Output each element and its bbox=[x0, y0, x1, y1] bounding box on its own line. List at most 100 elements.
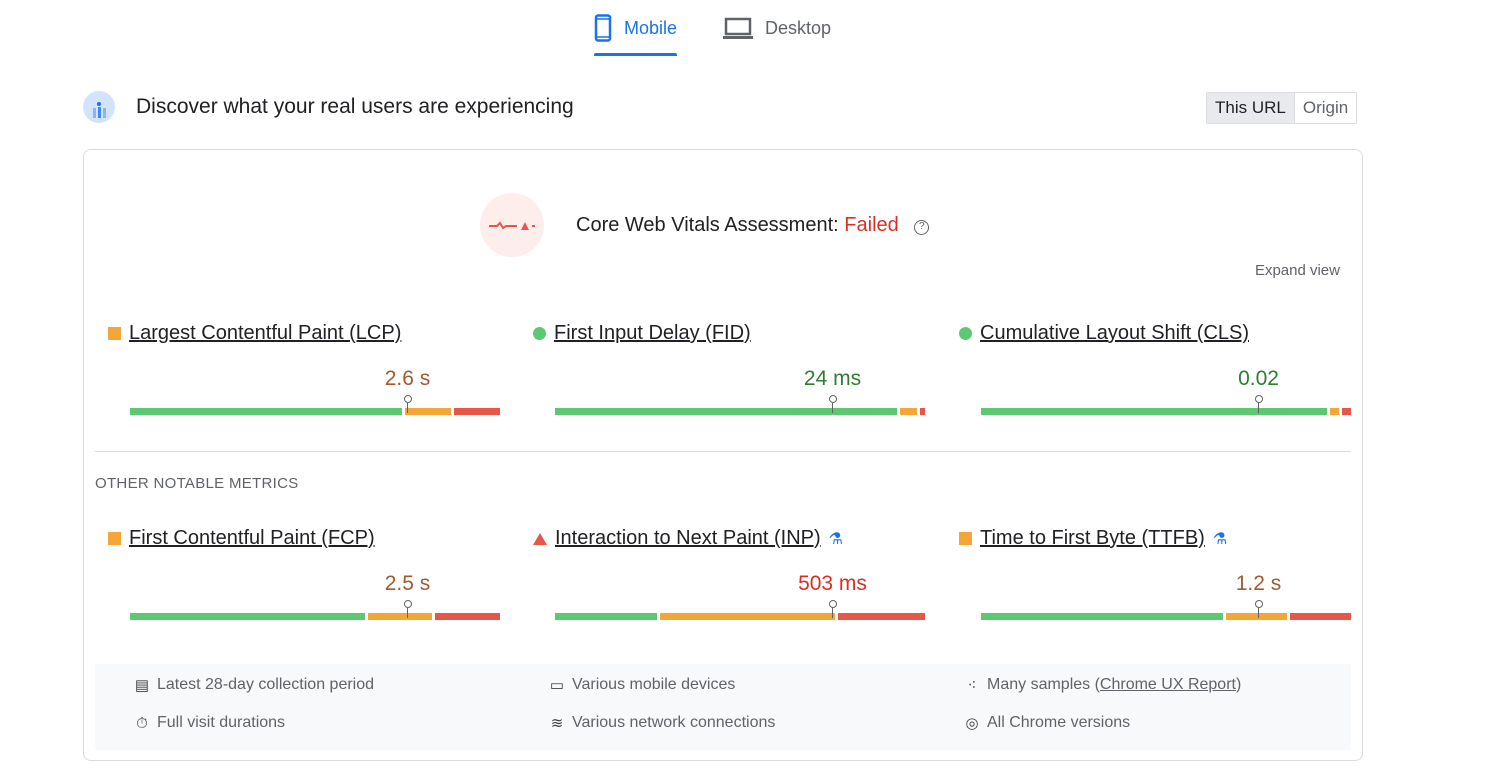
chrome-ux-report-link[interactable]: Chrome UX Report bbox=[1099, 676, 1236, 693]
divider bbox=[95, 451, 1351, 452]
metric-value: 0.02 bbox=[1238, 367, 1279, 390]
experimental-flask-icon: ⚗ bbox=[1212, 530, 1228, 548]
metric-2: Time to First Byte (TTFB) ⚗ 1.2 s bbox=[959, 527, 1351, 620]
needs-improvement-segment bbox=[659, 613, 836, 620]
distribution-bar bbox=[130, 600, 500, 620]
field-data-card: Core Web Vitals Assessment: Failed ? Exp… bbox=[83, 149, 1363, 761]
good-circle-icon bbox=[959, 327, 972, 340]
smartphone-icon bbox=[594, 14, 612, 42]
metric-link[interactable]: First Input Delay (FID) bbox=[554, 322, 751, 344]
info-chrome: ◎ All Chrome versions bbox=[963, 714, 1130, 732]
metric-value-row: 503 ms bbox=[555, 572, 925, 598]
chrome-icon: ◎ bbox=[965, 715, 979, 732]
toggle-this-url[interactable]: This URL bbox=[1207, 93, 1295, 123]
p75-marker bbox=[403, 395, 412, 415]
laptop-icon bbox=[723, 17, 754, 39]
tab-mobile[interactable]: Mobile bbox=[594, 0, 678, 56]
assessment-status: Failed bbox=[844, 213, 899, 236]
metric-1: First Input Delay (FID) 24 ms bbox=[533, 322, 925, 415]
needs-improvement-segment bbox=[1329, 408, 1339, 415]
poor-segment bbox=[1290, 613, 1351, 620]
metric-link[interactable]: Time to First Byte (TTFB) bbox=[980, 527, 1205, 549]
other-metrics-heading: OTHER NOTABLE METRICS bbox=[95, 475, 299, 492]
metric-link[interactable]: Largest Contentful Paint (LCP) bbox=[129, 322, 402, 344]
info-samples: ⁖ Many samples (Chrome UX Report) bbox=[963, 676, 1242, 694]
metric-title: First Input Delay (FID) bbox=[533, 322, 925, 345]
metric-title: Interaction to Next Paint (INP) ⚗ bbox=[533, 527, 925, 550]
metric-value-row: 24 ms bbox=[555, 367, 925, 393]
needs-improvement-segment bbox=[1226, 613, 1288, 620]
good-segment bbox=[555, 408, 898, 415]
metric-value: 2.6 s bbox=[384, 367, 431, 390]
metric-title: Time to First Byte (TTFB) ⚗ bbox=[959, 527, 1351, 550]
good-segment bbox=[555, 613, 657, 620]
needs-improvement-segment bbox=[900, 408, 917, 415]
good-segment bbox=[981, 408, 1327, 415]
samples-icon: ⁖ bbox=[967, 677, 977, 694]
metric-value-row: 2.5 s bbox=[130, 572, 500, 598]
poor-segment bbox=[1341, 408, 1351, 415]
toggle-origin[interactable]: Origin bbox=[1302, 98, 1349, 117]
info-period: ▤ Latest 28-day collection period bbox=[134, 676, 375, 694]
metric-title: Cumulative Layout Shift (CLS) bbox=[959, 322, 1351, 345]
tab-label: Desktop bbox=[765, 17, 832, 38]
cwv-assessment: Core Web Vitals Assessment: Failed ? bbox=[480, 193, 930, 257]
needs-improvement-square-icon bbox=[959, 532, 972, 545]
metric-1: Interaction to Next Paint (INP) ⚗ 503 ms bbox=[533, 527, 925, 620]
needs-improvement-segment bbox=[367, 613, 433, 620]
metric-0: First Contentful Paint (FCP) 2.5 s bbox=[108, 527, 500, 620]
metric-title: Largest Contentful Paint (LCP) bbox=[108, 322, 500, 345]
metric-link[interactable]: First Contentful Paint (FCP) bbox=[129, 527, 375, 549]
metric-link[interactable]: Cumulative Layout Shift (CLS) bbox=[980, 322, 1250, 344]
metric-value-row: 0.02 bbox=[981, 367, 1351, 393]
metric-2: Cumulative Layout Shift (CLS) 0.02 bbox=[959, 322, 1351, 415]
calendar-icon: ▤ bbox=[134, 677, 150, 694]
data-source-info: ▤ Latest 28-day collection period ▭ Variou… bbox=[95, 664, 1351, 750]
section-header: Discover what your real users are experi… bbox=[83, 91, 574, 123]
distribution-bar bbox=[555, 600, 925, 620]
section-title: Discover what your real users are experi… bbox=[136, 95, 574, 118]
poor-segment bbox=[838, 613, 925, 620]
p75-marker bbox=[1254, 600, 1263, 620]
stopwatch-icon: ⏱ bbox=[136, 714, 148, 732]
tab-label: Mobile bbox=[624, 17, 678, 38]
needs-improvement-square-icon bbox=[108, 532, 121, 545]
info-durations: ⏱ Full visit durations bbox=[133, 714, 285, 732]
assessment-label: Core Web Vitals Assessment: bbox=[576, 213, 839, 236]
metric-0: Largest Contentful Paint (LCP) 2.6 s bbox=[108, 322, 500, 415]
needs-improvement-square-icon bbox=[108, 327, 121, 340]
metric-value: 503 ms bbox=[798, 572, 867, 595]
distribution-bar bbox=[981, 395, 1351, 415]
good-segment bbox=[130, 408, 402, 415]
url-origin-toggle: This URL Origin bbox=[1206, 92, 1358, 124]
metric-title: First Contentful Paint (FCP) bbox=[108, 527, 500, 550]
metric-value-row: 1.2 s bbox=[981, 572, 1351, 598]
good-segment bbox=[981, 613, 1224, 620]
poor-segment bbox=[435, 613, 500, 620]
needs-improvement-segment bbox=[404, 408, 451, 415]
good-circle-icon bbox=[533, 327, 546, 340]
tab-desktop[interactable]: Desktop bbox=[723, 0, 831, 56]
distribution-bar bbox=[555, 395, 925, 415]
expand-view-link[interactable]: Expand view bbox=[1254, 262, 1340, 279]
metric-value-row: 2.6 s bbox=[130, 367, 500, 393]
info-network: ≋ Various network connections bbox=[548, 714, 776, 732]
network-icon: ≋ bbox=[550, 715, 564, 732]
metric-value: 2.5 s bbox=[384, 572, 431, 595]
info-devices: ▭ Various mobile devices bbox=[549, 676, 736, 694]
metric-value: 1.2 s bbox=[1235, 572, 1282, 595]
devices-icon: ▭ bbox=[549, 677, 565, 694]
poor-triangle-icon bbox=[533, 532, 547, 545]
crux-globe-icon bbox=[83, 91, 115, 123]
metric-value: 24 ms bbox=[803, 367, 862, 390]
p75-marker bbox=[403, 600, 412, 620]
failed-vitals-icon bbox=[480, 193, 544, 257]
distribution-bar bbox=[130, 395, 500, 415]
p75-marker bbox=[828, 395, 837, 415]
help-icon[interactable]: ? bbox=[914, 219, 930, 235]
device-tabs: Mobile Desktop bbox=[594, 0, 831, 56]
metric-link[interactable]: Interaction to Next Paint (INP) bbox=[555, 527, 821, 549]
distribution-bar bbox=[981, 600, 1351, 620]
poor-segment bbox=[453, 408, 500, 415]
experimental-flask-icon: ⚗ bbox=[828, 530, 844, 548]
